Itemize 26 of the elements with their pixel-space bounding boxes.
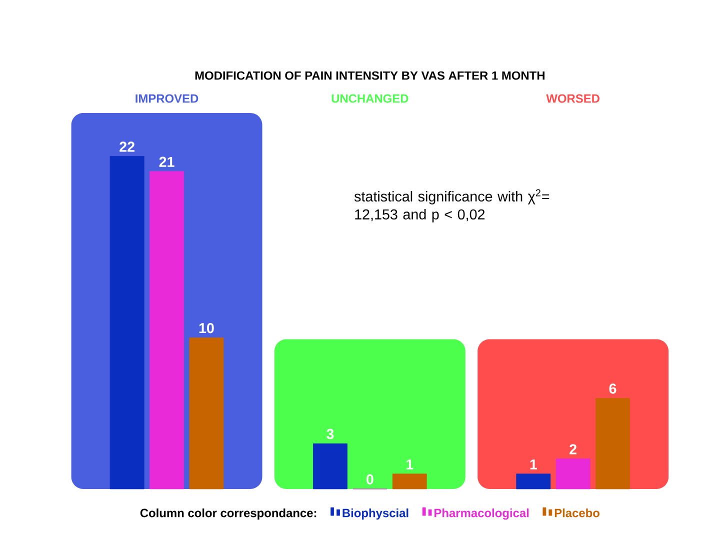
data-label: 1 [406, 459, 414, 470]
x-tick-label: IMPROVED [136, 94, 198, 103]
bar [313, 443, 348, 490]
chart-title: MODIFICATION OF PAIN INTENSITY BY VAS AFTER 1 MONTH [195, 71, 544, 80]
bar [189, 338, 224, 490]
bar [150, 171, 184, 490]
data-label: 3 [326, 428, 334, 440]
bar [556, 458, 590, 490]
x-tick-label: WORSED [546, 94, 600, 103]
bar [110, 156, 144, 490]
text: statistical significance with χ$^{2}$= 12,153 and p < 0,02 [354, 189, 550, 222]
data-label: 10 [199, 323, 214, 334]
legend-label: Pharmacological [434, 508, 529, 520]
bar [392, 474, 427, 490]
data-label: 21 [159, 156, 174, 167]
data-label: 0 [366, 474, 374, 484]
data-label: 2 [570, 444, 576, 454]
bar [596, 398, 630, 490]
legend-label: Biophyscial [342, 508, 408, 520]
legend-label: Placebo [554, 508, 600, 518]
bar [516, 474, 551, 490]
legend-title: Column color correspondance: [140, 508, 316, 520]
x-tick-label: UNCHANGED [332, 94, 408, 103]
data-label: 1 [530, 459, 537, 470]
data-label: 6 [609, 384, 616, 394]
data-label: 22 [120, 142, 134, 152]
